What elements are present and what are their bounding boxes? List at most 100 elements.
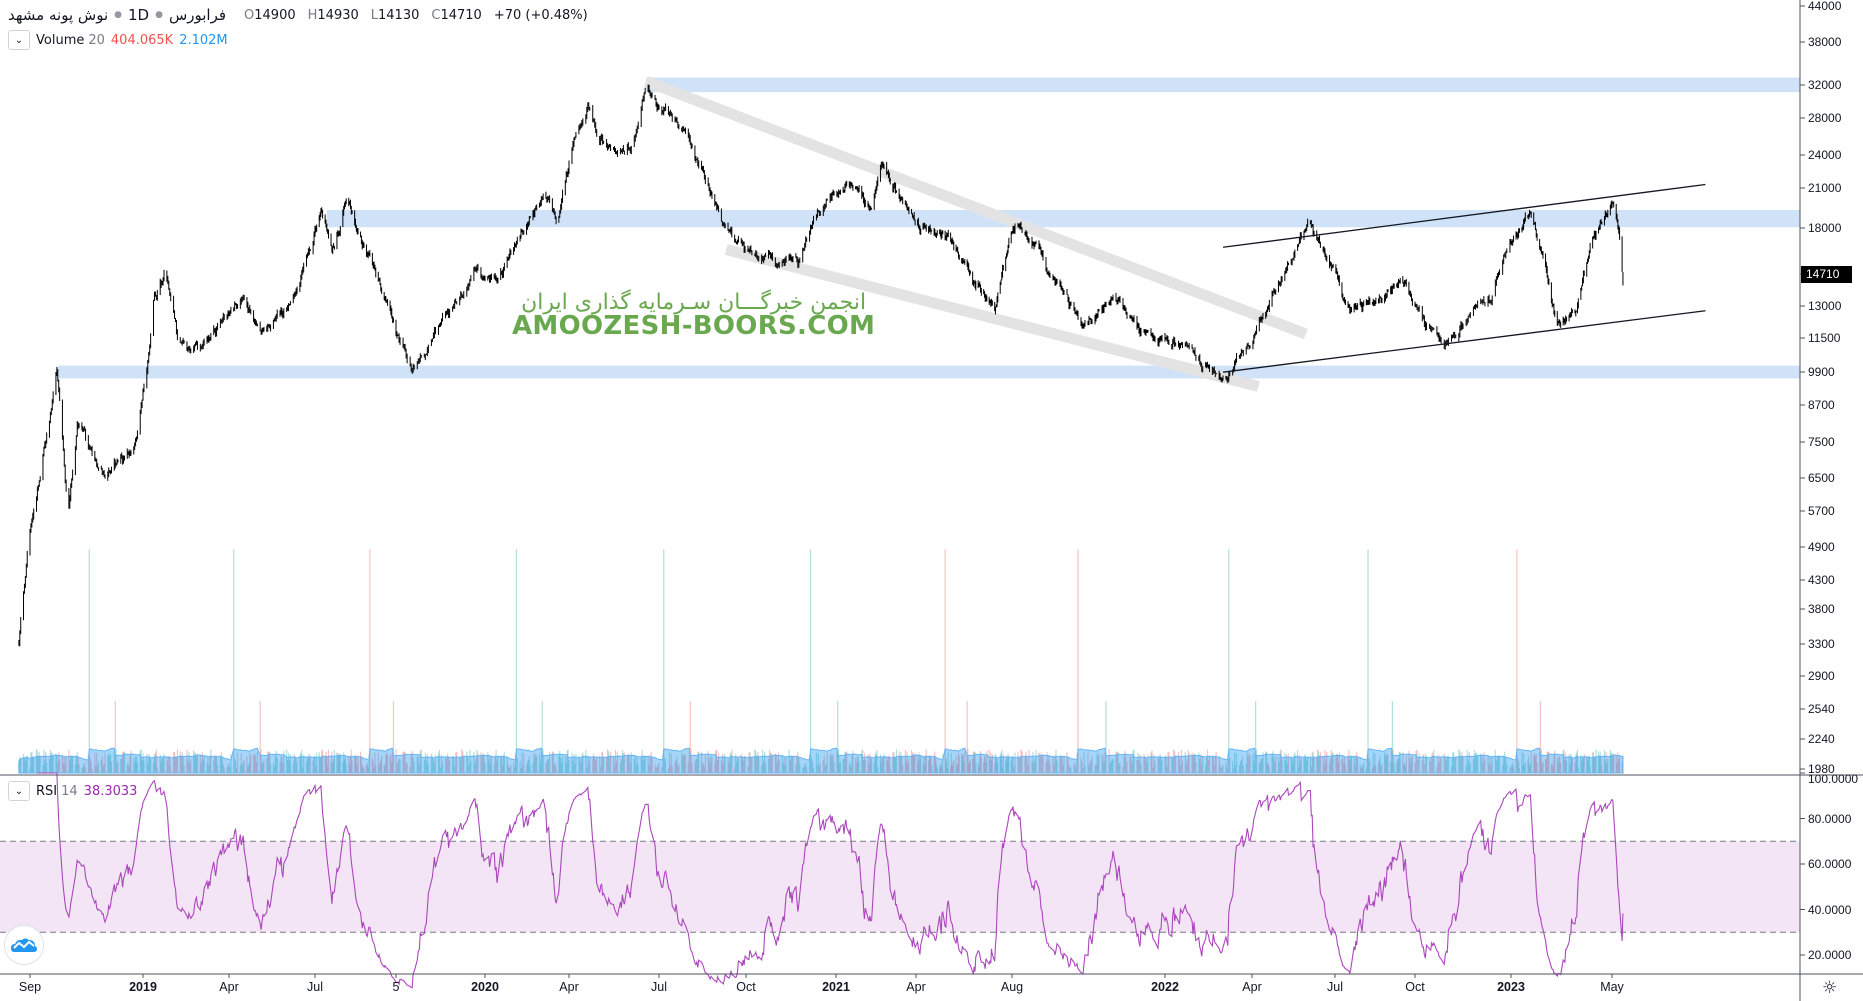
candle xyxy=(876,180,878,191)
candle xyxy=(272,319,274,330)
candle xyxy=(750,245,752,253)
candle xyxy=(509,248,511,259)
volume-bar xyxy=(348,756,350,773)
volume-bar xyxy=(1055,749,1057,773)
volume-bar xyxy=(755,751,757,773)
trend-lines[interactable] xyxy=(1222,183,1706,373)
volume-bar xyxy=(234,757,236,773)
volume-bar xyxy=(1454,756,1456,773)
separator-dot: ● xyxy=(155,10,163,20)
candle xyxy=(1281,276,1283,283)
candle xyxy=(962,258,964,264)
volume-bar xyxy=(433,762,436,773)
candle xyxy=(1592,235,1594,240)
volume-bar xyxy=(413,762,415,773)
candle xyxy=(139,409,141,435)
candle xyxy=(696,158,698,161)
candle xyxy=(637,121,639,130)
volume-bar xyxy=(1546,751,1548,773)
volume-bar xyxy=(409,766,411,773)
volume-bar xyxy=(1541,763,1543,773)
volume-bar xyxy=(1281,759,1283,773)
volume-bar xyxy=(1553,755,1555,773)
volume-bar xyxy=(214,755,216,773)
candle xyxy=(1287,262,1289,266)
candle xyxy=(333,243,335,248)
candle xyxy=(282,310,284,319)
collapse-chevron-icon[interactable]: ⌄ xyxy=(8,30,30,50)
volume-bar xyxy=(288,760,291,773)
candle xyxy=(1012,225,1014,234)
settings-gear-icon[interactable]: ☼ xyxy=(1822,978,1838,998)
volume-bar xyxy=(650,751,652,773)
candle xyxy=(822,205,824,216)
candle xyxy=(1522,224,1524,231)
volume-bar xyxy=(228,762,230,773)
candle xyxy=(1056,278,1058,284)
candle xyxy=(603,140,605,144)
candle xyxy=(100,465,102,470)
candle xyxy=(431,338,433,343)
volume-bar xyxy=(612,756,615,773)
volume-bar xyxy=(946,768,949,773)
candle xyxy=(785,255,787,263)
volume-bar xyxy=(169,755,171,773)
candle xyxy=(179,337,181,343)
collapse-chevron-icon[interactable]: ⌄ xyxy=(8,781,30,801)
candle xyxy=(818,210,820,217)
volume-bar xyxy=(1266,763,1269,773)
candle xyxy=(1241,349,1243,354)
volume-bar xyxy=(548,758,550,773)
candle xyxy=(1286,266,1288,274)
candle xyxy=(481,274,483,280)
volume-bar xyxy=(1178,756,1181,773)
volume-bar xyxy=(35,749,38,773)
candle xyxy=(363,242,365,248)
volume-bar xyxy=(378,765,380,773)
volume-bar xyxy=(235,761,237,773)
candle xyxy=(1518,228,1520,238)
candle xyxy=(288,303,290,306)
candle xyxy=(1300,232,1302,240)
volume-bar xyxy=(972,758,974,773)
volume-bar xyxy=(1335,755,1337,773)
volume-bar xyxy=(689,701,691,773)
time-tick-label: 2023 xyxy=(1497,980,1525,994)
candle xyxy=(1090,318,1092,325)
volume-bar xyxy=(252,753,255,773)
volume-bar xyxy=(1271,755,1273,773)
candle xyxy=(1472,306,1474,316)
candle xyxy=(483,275,485,281)
candle xyxy=(227,310,229,319)
volume-bar xyxy=(1306,760,1308,773)
volume-bar xyxy=(1234,752,1236,773)
volume-bar xyxy=(356,764,358,773)
volume-bar xyxy=(1535,754,1537,773)
candle xyxy=(755,249,757,258)
volume-bar xyxy=(573,754,575,773)
candle xyxy=(136,436,138,442)
volume-bar xyxy=(1466,749,1468,773)
close-label: C xyxy=(431,7,441,23)
tradingview-logo-icon[interactable] xyxy=(4,925,44,965)
symbol-name[interactable]: نوش پونه مشهد xyxy=(8,6,109,24)
volume-bar xyxy=(200,762,202,773)
candle xyxy=(1436,326,1438,336)
volume-bar xyxy=(403,751,405,773)
volume-bar xyxy=(539,761,541,773)
candle xyxy=(879,164,881,182)
volume-bar xyxy=(918,752,920,773)
volume-bar xyxy=(521,752,523,773)
interval[interactable]: 1D xyxy=(127,6,150,24)
candle xyxy=(419,353,421,363)
candle xyxy=(1558,318,1560,323)
candle xyxy=(1007,245,1009,254)
candle xyxy=(1076,309,1078,316)
volume-bar xyxy=(381,756,383,773)
candle xyxy=(536,204,538,211)
candle xyxy=(974,279,976,289)
volume-bar xyxy=(634,754,636,773)
volume-bar xyxy=(74,764,76,773)
candle xyxy=(379,277,381,285)
